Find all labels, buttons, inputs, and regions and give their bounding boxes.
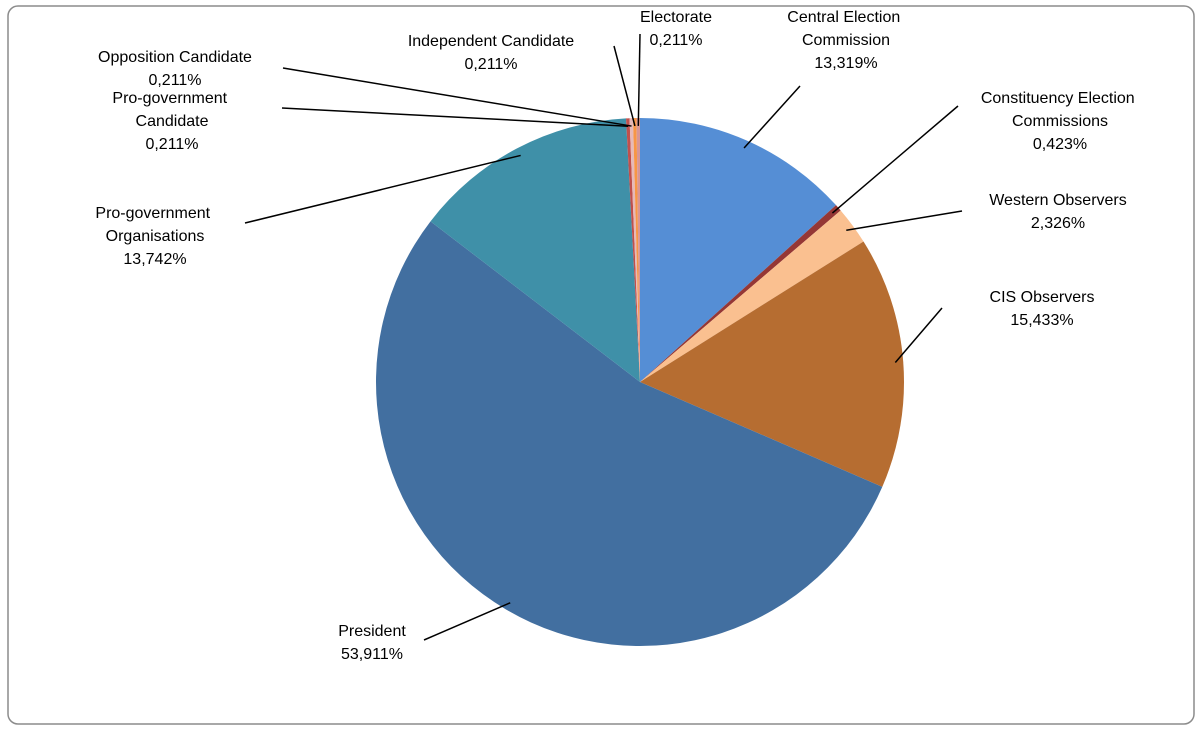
slice-label: President bbox=[338, 623, 406, 640]
leader-line bbox=[894, 307, 943, 363]
slice-label: Electorate bbox=[640, 9, 712, 26]
leader-line bbox=[281, 107, 629, 127]
leader-line bbox=[831, 105, 959, 214]
value-label: 0,211% bbox=[145, 136, 198, 153]
pie-slice bbox=[640, 118, 837, 382]
value-label: 0,211% bbox=[464, 56, 517, 73]
value-label: 13,742% bbox=[123, 251, 186, 268]
slice-label: Pro-government Candidate bbox=[112, 90, 231, 130]
pie-slice bbox=[636, 118, 640, 382]
leader-line bbox=[743, 85, 801, 149]
value-label: 0,211% bbox=[649, 32, 702, 49]
pie-slice bbox=[376, 221, 883, 646]
leader-line bbox=[613, 45, 636, 127]
value-label: 2,326% bbox=[1031, 215, 1085, 232]
pie-slice bbox=[629, 118, 640, 382]
pie bbox=[376, 118, 904, 646]
leader-line bbox=[423, 602, 511, 641]
pie-slice bbox=[640, 205, 841, 382]
value-label: 53,911% bbox=[341, 646, 403, 663]
value-label: 0,211% bbox=[148, 72, 201, 89]
leader-line bbox=[637, 33, 641, 126]
slice-label: Central Election Commission bbox=[787, 9, 904, 49]
pie-slice bbox=[626, 118, 640, 382]
value-label: 13,319% bbox=[814, 55, 877, 72]
slice-label: Pro-government Organisations bbox=[95, 205, 214, 245]
labels: Central Election Commission 13,319% Consti… bbox=[95, 9, 1139, 663]
leader-line bbox=[244, 154, 521, 224]
slice-label: Western Observers bbox=[989, 192, 1127, 209]
pie-slice bbox=[633, 118, 640, 383]
slice-label: Opposition Candidate bbox=[98, 49, 252, 66]
leader-line bbox=[846, 210, 963, 231]
pie-slice bbox=[640, 210, 864, 382]
leader-line bbox=[282, 67, 632, 127]
value-label: 15,433% bbox=[1010, 312, 1073, 329]
value-label: 0,423% bbox=[1033, 136, 1087, 153]
slice-label: CIS Observers bbox=[990, 289, 1095, 306]
pie-slice bbox=[430, 118, 640, 382]
slice-label: Constituency Election Commissions bbox=[981, 90, 1139, 130]
pie-slice bbox=[640, 241, 904, 487]
slice-label: Independent Candidate bbox=[408, 33, 574, 50]
